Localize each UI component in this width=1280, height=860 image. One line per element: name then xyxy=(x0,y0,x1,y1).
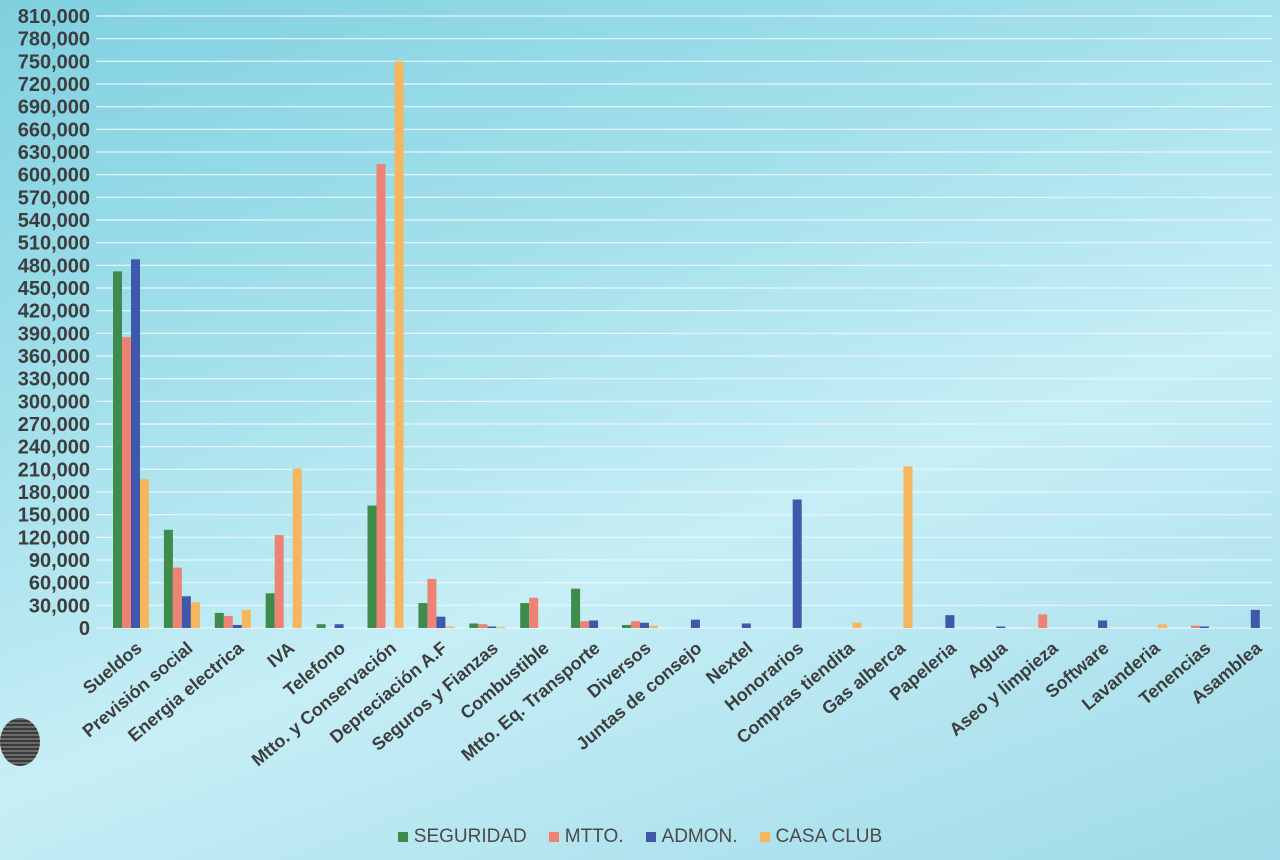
legend-label: SEGURIDAD xyxy=(413,826,527,847)
bar-casa-club xyxy=(903,466,913,628)
legend-item: CASA CLUB xyxy=(759,826,883,848)
bar-seguridad xyxy=(265,593,275,628)
bar-seguridad xyxy=(367,505,377,628)
bars xyxy=(113,61,1260,629)
legend-swatch xyxy=(548,832,559,842)
y-tick-label: 450,000 xyxy=(18,278,90,300)
bar-mtto xyxy=(223,615,233,628)
bar-mtto xyxy=(172,567,182,628)
y-tick-label: 30,000 xyxy=(29,595,90,617)
bar-admon xyxy=(640,622,649,628)
bar-admon xyxy=(1098,620,1108,628)
y-tick-label: 60,000 xyxy=(29,573,90,595)
bar-mtto xyxy=(376,164,386,629)
grid-lines xyxy=(96,15,1272,629)
bar-casa-club xyxy=(496,627,506,629)
bar-admon xyxy=(945,615,955,628)
bar-casa-club xyxy=(140,479,149,628)
y-tick-label: 750,000 xyxy=(18,51,90,73)
bar-admon xyxy=(996,626,1006,628)
y-tick-label: 810,000 xyxy=(18,6,90,28)
y-tick-label: 420,000 xyxy=(18,301,90,323)
legend-item: MTTO. xyxy=(548,826,624,848)
bar-admon xyxy=(131,259,140,628)
bar-seguridad xyxy=(316,624,326,628)
y-tick-label: 630,000 xyxy=(18,142,90,164)
bar-admon xyxy=(1199,626,1209,628)
y-tick-label: 660,000 xyxy=(18,119,90,141)
y-tick-label: 300,000 xyxy=(18,391,90,413)
bar-mtto xyxy=(1190,625,1200,628)
legend-swatch xyxy=(759,832,770,842)
y-tick-label: 0 xyxy=(79,618,90,640)
bar-seguridad xyxy=(113,271,122,628)
bar-casa-club xyxy=(852,622,862,628)
y-tick-label: 270,000 xyxy=(18,414,90,436)
legend-label: MTTO. xyxy=(564,826,624,847)
legend-item: ADMON. xyxy=(645,826,738,848)
bar-casa-club xyxy=(190,602,200,628)
bar-mtto xyxy=(427,578,437,628)
y-tick-label: 120,000 xyxy=(18,527,90,549)
binder-hole xyxy=(0,718,40,766)
bar-mtto xyxy=(580,621,590,628)
bar-admon xyxy=(741,623,751,628)
y-tick-label: 360,000 xyxy=(18,346,90,368)
legend-item: SEGURIDAD xyxy=(397,826,527,848)
bar-seguridad xyxy=(571,588,581,628)
bar-casa-club xyxy=(649,625,658,628)
bar-mtto xyxy=(122,337,131,628)
bar-admon xyxy=(589,620,599,628)
bar-seguridad xyxy=(469,623,479,628)
bar-admon xyxy=(1250,609,1260,628)
bar-admon xyxy=(334,624,344,628)
bar-casa-club xyxy=(445,626,455,628)
y-tick-label: 570,000 xyxy=(18,187,90,209)
legend-swatch xyxy=(645,832,656,842)
bar-mtto xyxy=(478,624,488,628)
bar-admon xyxy=(792,499,802,628)
y-axis-ticks: 030,00060,00090,000120,000150,000180,000… xyxy=(18,6,90,640)
bar-seguridad xyxy=(214,612,224,628)
legend: SEGURIDAD MTTO. ADMON. CASA CLUB xyxy=(0,826,1280,848)
bar-seguridad xyxy=(622,624,631,628)
bar-mtto xyxy=(529,597,539,628)
bar-casa-club xyxy=(1158,624,1167,628)
legend-label: ADMON. xyxy=(661,826,738,847)
y-tick-label: 390,000 xyxy=(18,323,90,345)
bar-admon xyxy=(232,624,242,628)
y-tick-label: 600,000 xyxy=(18,165,90,187)
y-tick-label: 180,000 xyxy=(18,482,90,504)
y-tick-label: 510,000 xyxy=(18,233,90,255)
bar-mtto xyxy=(631,621,640,628)
y-tick-label: 780,000 xyxy=(18,29,90,51)
y-tick-label: 480,000 xyxy=(18,255,90,277)
y-tick-label: 330,000 xyxy=(18,369,90,391)
x-category-label: IVA xyxy=(263,638,298,672)
bar-casa-club xyxy=(394,61,404,629)
bar-admon xyxy=(181,596,191,628)
bar-admon xyxy=(436,616,446,628)
y-tick-label: 150,000 xyxy=(18,505,90,527)
y-tick-label: 90,000 xyxy=(29,550,90,572)
y-tick-label: 540,000 xyxy=(18,210,90,232)
legend-label: CASA CLUB xyxy=(775,826,883,847)
y-tick-label: 240,000 xyxy=(18,437,90,459)
bar-casa-club xyxy=(241,609,251,628)
bar-seguridad xyxy=(163,529,173,628)
y-tick-label: 210,000 xyxy=(18,459,90,481)
bar-seguridad xyxy=(418,603,428,628)
bar-admon xyxy=(487,626,497,628)
y-tick-label: 720,000 xyxy=(18,74,90,96)
bar-mtto xyxy=(1038,614,1048,628)
y-tick-label: 690,000 xyxy=(18,97,90,119)
bar-admon xyxy=(690,619,700,628)
bar-seguridad xyxy=(520,603,530,628)
legend-swatch xyxy=(397,832,408,842)
bar-casa-club xyxy=(292,468,302,628)
bar-mtto xyxy=(274,535,284,628)
